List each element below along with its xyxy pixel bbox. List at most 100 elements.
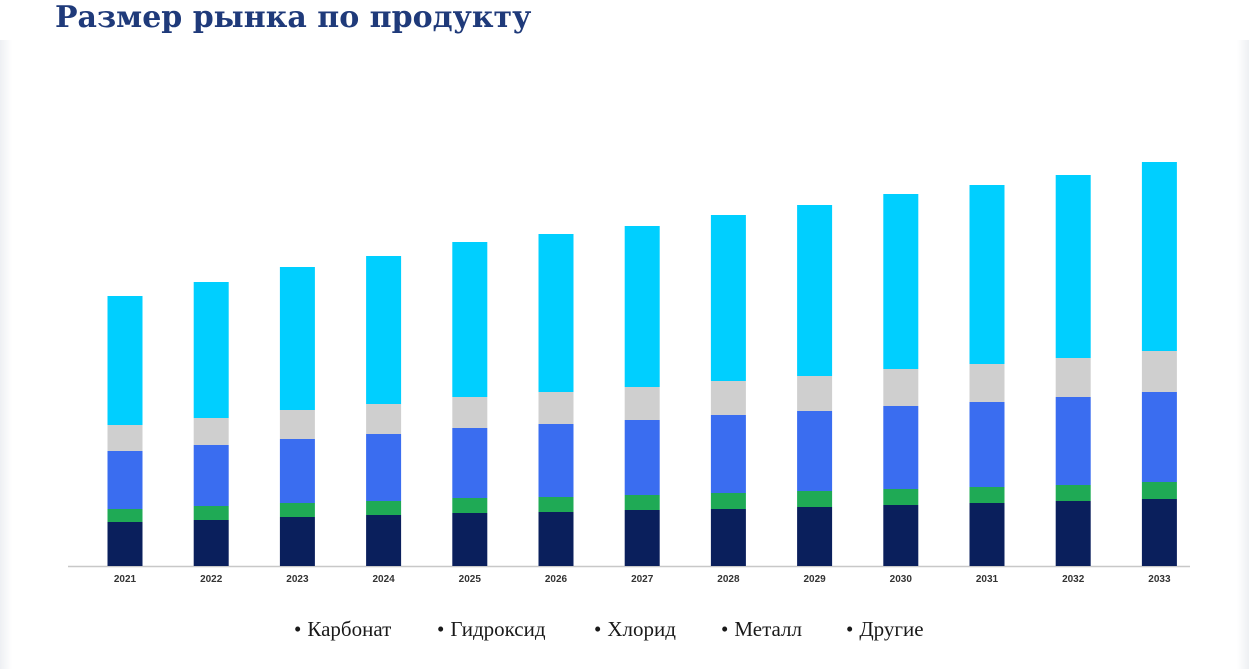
bar-segment bbox=[969, 402, 1005, 487]
bar-segment bbox=[624, 420, 660, 495]
bar-segment bbox=[107, 522, 143, 566]
bar-segment bbox=[969, 364, 1005, 402]
legend-item-chloride: • Хлорид bbox=[594, 616, 676, 642]
bar-stack-2032 bbox=[1055, 175, 1091, 566]
bar-segment bbox=[797, 491, 833, 507]
x-tick-label: 2023 bbox=[286, 574, 309, 585]
bar-segment bbox=[193, 418, 229, 445]
bar-segment bbox=[1141, 392, 1177, 482]
bar-segment bbox=[538, 392, 574, 424]
bar-segment bbox=[107, 509, 143, 522]
bar-stack-2031 bbox=[969, 185, 1005, 566]
bar-segment bbox=[883, 505, 919, 566]
bar-stack-2024 bbox=[366, 256, 402, 566]
bar-segment bbox=[279, 439, 315, 503]
bar-segment bbox=[1141, 482, 1177, 499]
bar-stack-2026 bbox=[538, 234, 574, 566]
bar-segment bbox=[797, 205, 833, 376]
bar-segment bbox=[1055, 175, 1091, 358]
bar-segment bbox=[279, 517, 315, 566]
bar-segment bbox=[538, 497, 574, 512]
x-tick-label: 2032 bbox=[1062, 574, 1085, 585]
bar-segment bbox=[1141, 499, 1177, 566]
legend-label: Гидроксид bbox=[450, 617, 546, 641]
bar-segment bbox=[1141, 162, 1177, 351]
bar-stack-2028 bbox=[710, 215, 746, 566]
bar-segment bbox=[1141, 351, 1177, 392]
bar-segment bbox=[366, 515, 402, 566]
bar-stack-2022 bbox=[193, 282, 229, 566]
right-edge-shadow bbox=[1237, 40, 1249, 669]
bar-stack-2029 bbox=[797, 205, 833, 566]
bar-segment bbox=[710, 215, 746, 381]
bar-segment bbox=[538, 512, 574, 566]
bar-stack-2025 bbox=[452, 242, 488, 566]
x-tick-label: 2025 bbox=[459, 574, 482, 585]
bar-segment bbox=[710, 381, 746, 415]
bar-segment bbox=[797, 507, 833, 566]
bar-segment bbox=[969, 487, 1005, 503]
x-tick-label: 2021 bbox=[114, 574, 137, 585]
x-tick-label: 2028 bbox=[717, 574, 740, 585]
bar-segment bbox=[797, 411, 833, 491]
bar-segment bbox=[1055, 397, 1091, 485]
bar-segment bbox=[366, 404, 402, 434]
bar-segment bbox=[1055, 358, 1091, 397]
bar-segment bbox=[452, 513, 488, 566]
bar-segment bbox=[624, 495, 660, 510]
bar-segment bbox=[1055, 485, 1091, 501]
bar-stack-2033 bbox=[1141, 162, 1177, 566]
bar-segment bbox=[452, 428, 488, 498]
bar-segment bbox=[193, 445, 229, 506]
bar-stack-2030 bbox=[883, 194, 919, 566]
legend-bullet-icon: • bbox=[437, 617, 445, 641]
x-tick-label: 2024 bbox=[372, 574, 395, 585]
bar-segment bbox=[883, 369, 919, 406]
legend-label: Металл bbox=[734, 617, 802, 641]
legend-bullet-icon: • bbox=[721, 617, 729, 641]
bar-segment bbox=[710, 509, 746, 566]
bar-segment bbox=[710, 415, 746, 493]
bar-segment bbox=[452, 242, 488, 397]
x-tick-label: 2022 bbox=[200, 574, 223, 585]
bar-segment bbox=[279, 267, 315, 410]
bar-segment bbox=[710, 493, 746, 509]
bar-segment bbox=[969, 503, 1005, 566]
bar-segment bbox=[797, 376, 833, 411]
legend-item-hydroxide: • Гидроксид bbox=[437, 616, 546, 642]
stacked-bar-chart: 2021 2022 2023 2024 2025 2026 2027 2028 2029 2030… bbox=[68, 162, 1190, 585]
legend-item-metal: • Металл bbox=[721, 616, 802, 642]
x-tick-label: 2029 bbox=[803, 574, 826, 585]
x-tick-label: 2031 bbox=[976, 574, 999, 585]
bar-segment bbox=[279, 410, 315, 439]
bar-segment bbox=[107, 451, 143, 509]
x-tick-label: 2033 bbox=[1148, 574, 1171, 585]
bar-segment bbox=[624, 510, 660, 566]
bar-segment bbox=[624, 226, 660, 387]
left-edge-shadow bbox=[0, 40, 12, 669]
bar-segment bbox=[193, 506, 229, 520]
legend-bullet-icon: • bbox=[594, 617, 602, 641]
bar-segment bbox=[452, 498, 488, 513]
bar-segment bbox=[193, 282, 229, 418]
bar-stack-2027 bbox=[624, 226, 660, 566]
bar-stack-2021 bbox=[107, 296, 143, 566]
bar-segment bbox=[366, 501, 402, 515]
bar-stack-2023 bbox=[279, 267, 315, 566]
bar-segment bbox=[366, 256, 402, 404]
legend-bullet-icon: • bbox=[846, 617, 854, 641]
legend-item-other: • Другие bbox=[846, 616, 924, 642]
x-tick-label: 2026 bbox=[545, 574, 568, 585]
bar-segment bbox=[1055, 501, 1091, 566]
legend-bullet-icon: • bbox=[294, 617, 302, 641]
legend-label: Другие bbox=[859, 617, 924, 641]
legend-label: Карбонат bbox=[307, 617, 392, 641]
bar-segment bbox=[107, 425, 143, 451]
bar-segment bbox=[193, 520, 229, 566]
bar-segment bbox=[969, 185, 1005, 364]
bar-segment bbox=[107, 296, 143, 425]
bar-segment bbox=[279, 503, 315, 517]
bar-segment bbox=[883, 194, 919, 369]
x-tick-label: 2027 bbox=[631, 574, 654, 585]
